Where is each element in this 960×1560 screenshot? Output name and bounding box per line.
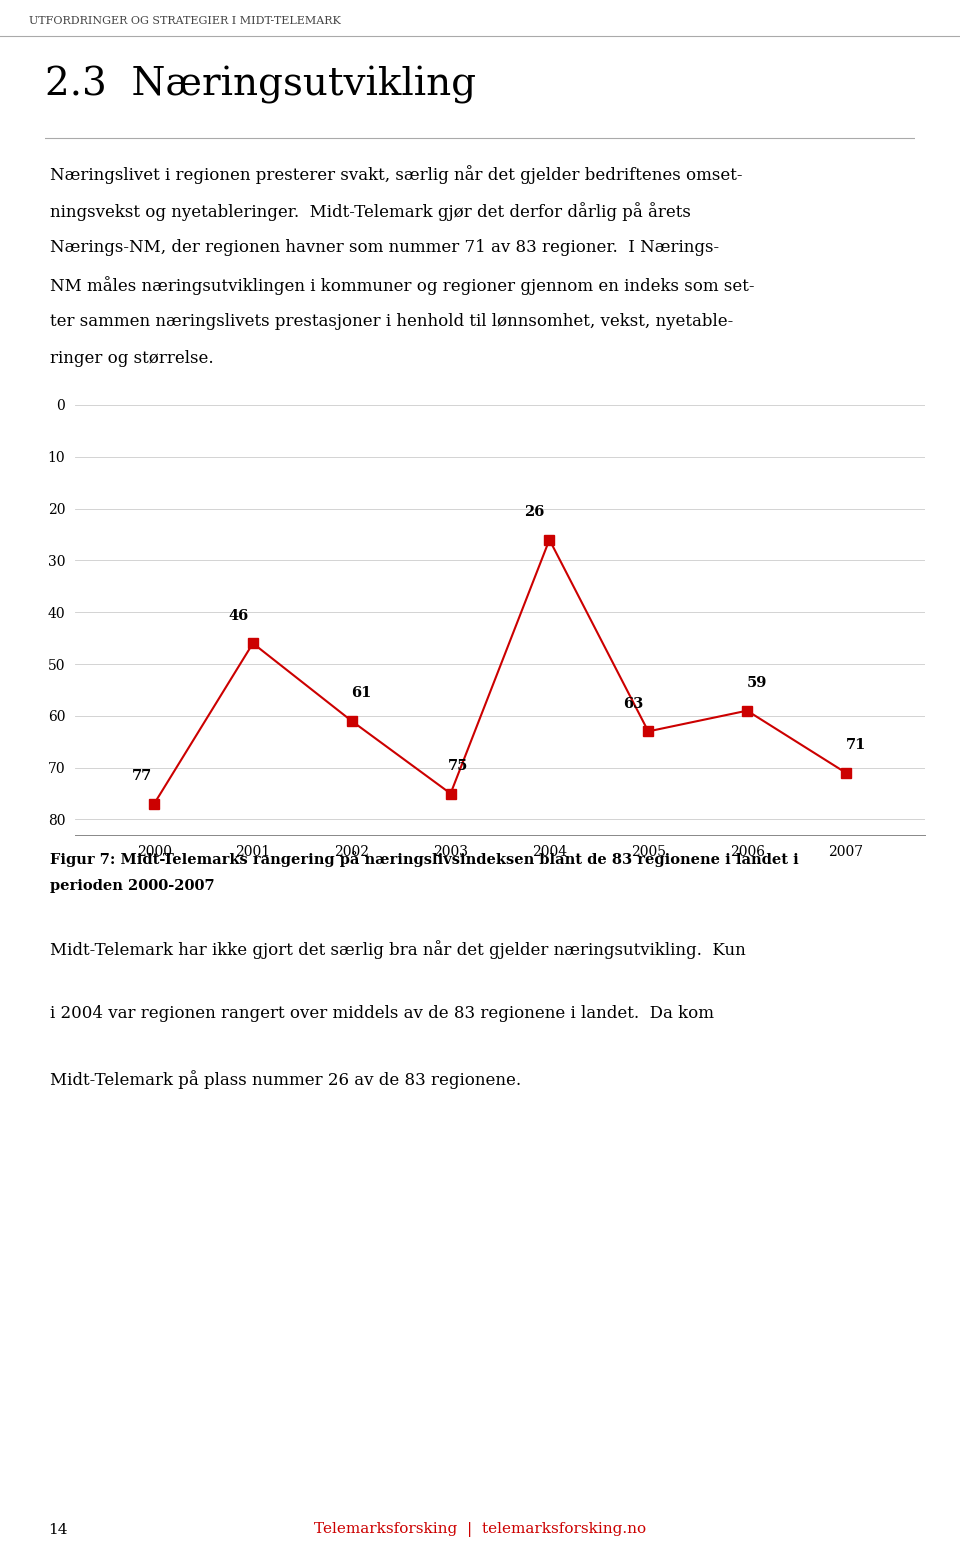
Text: Telemarksforsking  |  telemarksforsking.no: Telemarksforsking | telemarksforsking.no	[314, 1523, 646, 1537]
Text: Nærings-NM, der regionen havner som nummer 71 av 83 regioner.  I Nærings-: Nærings-NM, der regionen havner som numm…	[50, 239, 719, 256]
Text: 46: 46	[228, 608, 249, 622]
Text: 75: 75	[448, 758, 468, 772]
Text: 77: 77	[132, 769, 153, 783]
Text: ringer og størrelse.: ringer og størrelse.	[50, 351, 214, 367]
Text: UTFORDRINGER OG STRATEGIER I MIDT-TELEMARK: UTFORDRINGER OG STRATEGIER I MIDT-TELEMA…	[29, 16, 341, 27]
Text: ter sammen næringslivets prestasjoner i henhold til lønnsomhet, vekst, nyetable-: ter sammen næringslivets prestasjoner i …	[50, 314, 733, 331]
Text: perioden 2000-2007: perioden 2000-2007	[50, 878, 215, 892]
Text: NM måles næringsutviklingen i kommuner og regioner gjennom en indeks som set-: NM måles næringsutviklingen i kommuner o…	[50, 276, 755, 295]
Text: 59: 59	[747, 675, 767, 690]
Text: i 2004 var regionen rangert over middels av de 83 regionene i landet.  Da kom: i 2004 var regionen rangert over middels…	[50, 1005, 714, 1022]
Text: 26: 26	[524, 505, 544, 519]
Text: 63: 63	[623, 697, 643, 711]
Text: 71: 71	[846, 738, 866, 752]
Text: 14: 14	[48, 1523, 67, 1537]
Text: Figur 7: Midt-Telemarks rangering på næringslivsindeksen blant de 83 regionene i: Figur 7: Midt-Telemarks rangering på nær…	[50, 852, 799, 867]
Text: ningsvekst og nyetableringer.  Midt-Telemark gjør det derfor dårlig på årets: ningsvekst og nyetableringer. Midt-Telem…	[50, 203, 691, 222]
Text: 2.3  Næringsutvikling: 2.3 Næringsutvikling	[45, 66, 476, 105]
Text: Midt-Telemark på plass nummer 26 av de 83 regionene.: Midt-Telemark på plass nummer 26 av de 8…	[50, 1070, 521, 1089]
Text: Midt-Telemark har ikke gjort det særlig bra når det gjelder næringsutvikling.  K: Midt-Telemark har ikke gjort det særlig …	[50, 941, 746, 959]
Text: 61: 61	[351, 686, 372, 700]
Text: Næringslivet i regionen presterer svakt, særlig når det gjelder bedriftenes omse: Næringslivet i regionen presterer svakt,…	[50, 165, 742, 184]
